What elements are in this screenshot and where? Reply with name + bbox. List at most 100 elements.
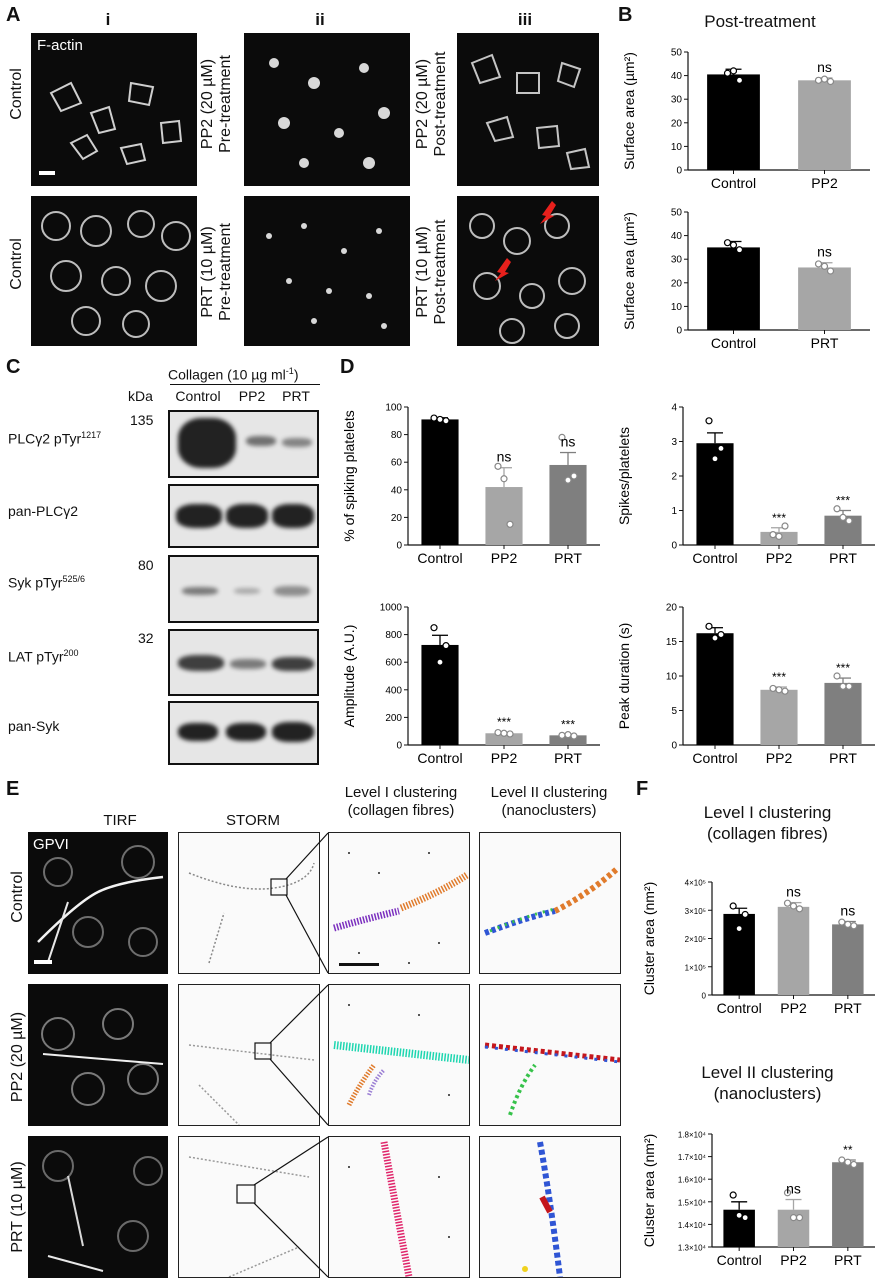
level1-pp2: [328, 984, 470, 1126]
lane-label-pp2: PP2: [238, 388, 266, 404]
level1-layer: [333, 852, 469, 964]
y-axis-label: Spikes/platelets: [616, 427, 632, 525]
data-point: [735, 1211, 743, 1219]
y-axis-label: % of spiking platelets: [341, 410, 357, 542]
blot-label-text: PLCγ2 pTyr: [8, 430, 82, 447]
y-axis-label: Peak duration (s): [616, 623, 632, 730]
panel-letter-a: A: [6, 4, 21, 26]
bar: [832, 1162, 864, 1247]
tirf-pp2: [28, 984, 168, 1126]
data-point: [729, 241, 738, 249]
data-point: [735, 76, 744, 84]
y-tick-label: 600: [385, 658, 402, 669]
data-point: [850, 1160, 858, 1169]
y-tick-label: 1.6×10⁴: [678, 1176, 707, 1185]
micrograph-a-iii-pp2: [457, 33, 599, 186]
x-tick-label: Control: [692, 550, 737, 566]
data-point: [729, 1191, 737, 1199]
blot-label-text: LAT pTyr: [8, 648, 64, 665]
band: [178, 418, 236, 468]
y-axis-label: Surface area (µm²): [621, 212, 637, 330]
y-tick-label: 200: [385, 713, 402, 724]
significance-label: ns: [497, 449, 512, 465]
x-tick-label: Control: [417, 550, 462, 566]
y-tick-label: 4: [671, 403, 677, 414]
y-tick-label: 3×10⁵: [685, 907, 706, 916]
connector-line: [285, 832, 329, 880]
y-tick-label: 2×10⁵: [685, 935, 706, 944]
col-head-tirf: TIRF: [103, 812, 137, 829]
x-tick-label: PP2: [491, 750, 518, 766]
y-tick-label: 20: [391, 513, 403, 524]
blot-label-text: pan-PLCγ2: [8, 503, 79, 519]
data-point: [839, 513, 847, 521]
col-head-line1: Level I clustering: [344, 784, 458, 801]
band: [246, 436, 276, 446]
data-point: [844, 1158, 852, 1166]
blot-label-sup: 525/6: [62, 574, 85, 584]
data-point: [506, 520, 514, 528]
lane-label-control: Control: [175, 388, 221, 404]
x-tick-label: Control: [717, 1252, 762, 1268]
x-tick-label: Control: [711, 335, 756, 351]
data-point: [711, 634, 719, 642]
title-line1: Level I clustering: [703, 803, 832, 822]
tirf-layer: [37, 845, 164, 963]
connector-line: [269, 984, 329, 1044]
data-point: [558, 433, 566, 441]
y-tick-label: 1000: [380, 603, 403, 614]
title-line1: Level II clustering: [701, 1063, 834, 1082]
y-tick-label: 40: [671, 231, 683, 242]
blot-label-pan-plcg2: pan-PLCγ2: [8, 503, 78, 519]
band: [272, 504, 314, 528]
storm-layer: [188, 1042, 315, 1125]
x-tick-label: PRT: [554, 750, 582, 766]
data-point: [795, 1214, 804, 1222]
storm-layer: [188, 862, 315, 964]
bar: [824, 682, 862, 745]
data-point: [711, 455, 719, 463]
y-tick-label: 0: [676, 326, 682, 337]
blot-syk-ptyr: [168, 555, 319, 623]
y-tick-label: 50: [671, 208, 683, 219]
data-point: [781, 522, 789, 530]
data-point: [789, 902, 798, 910]
bar: [485, 487, 523, 545]
cells-layer: [266, 223, 387, 329]
label-gpvi: GPVI: [33, 836, 69, 853]
y-tick-label: 2: [671, 472, 677, 483]
y-tick-label: 0: [702, 992, 707, 1001]
y-axis-label: Amplitude (A.U.): [341, 625, 357, 728]
data-point: [570, 472, 578, 480]
scale-bar: [39, 171, 55, 175]
y-tick-label: 1: [671, 506, 677, 517]
band: [182, 587, 218, 595]
blot-label-sup: 1217: [81, 430, 102, 440]
marker-135: 135: [130, 412, 154, 428]
y-tick-label: 40: [671, 71, 683, 82]
data-point: [564, 476, 572, 484]
cells-layer: [49, 81, 183, 166]
data-point: [723, 69, 732, 77]
level2-layer: [522, 1141, 563, 1277]
y-axis-label: Cluster area (nm²): [641, 882, 657, 996]
band: [178, 723, 218, 741]
y-tick-label: 1.4×10⁴: [678, 1221, 707, 1230]
y-tick-label: 15: [666, 637, 678, 648]
bar: [832, 924, 864, 995]
col-label-ii: ii: [315, 10, 325, 29]
chart-d4-peak-duration: Peak duration (s) 0 5 10 15 20 Control PP2 *** PR…: [616, 603, 875, 766]
red-arrow-icon: [495, 258, 511, 281]
level2-prt: [479, 1136, 621, 1278]
band: [226, 723, 266, 741]
collagen-header-end: ): [293, 366, 299, 383]
data-point: [826, 267, 835, 275]
level2-layer: [484, 1042, 620, 1116]
y-tick-label: 10: [671, 142, 683, 153]
tirf-prt: [28, 1136, 168, 1278]
y-tick-label: 3: [671, 437, 677, 448]
bar: [549, 735, 587, 745]
title-line2: (nanoclusters): [713, 1084, 822, 1103]
x-tick-label: PP2: [780, 1000, 807, 1016]
significance-label: ***: [497, 715, 511, 729]
